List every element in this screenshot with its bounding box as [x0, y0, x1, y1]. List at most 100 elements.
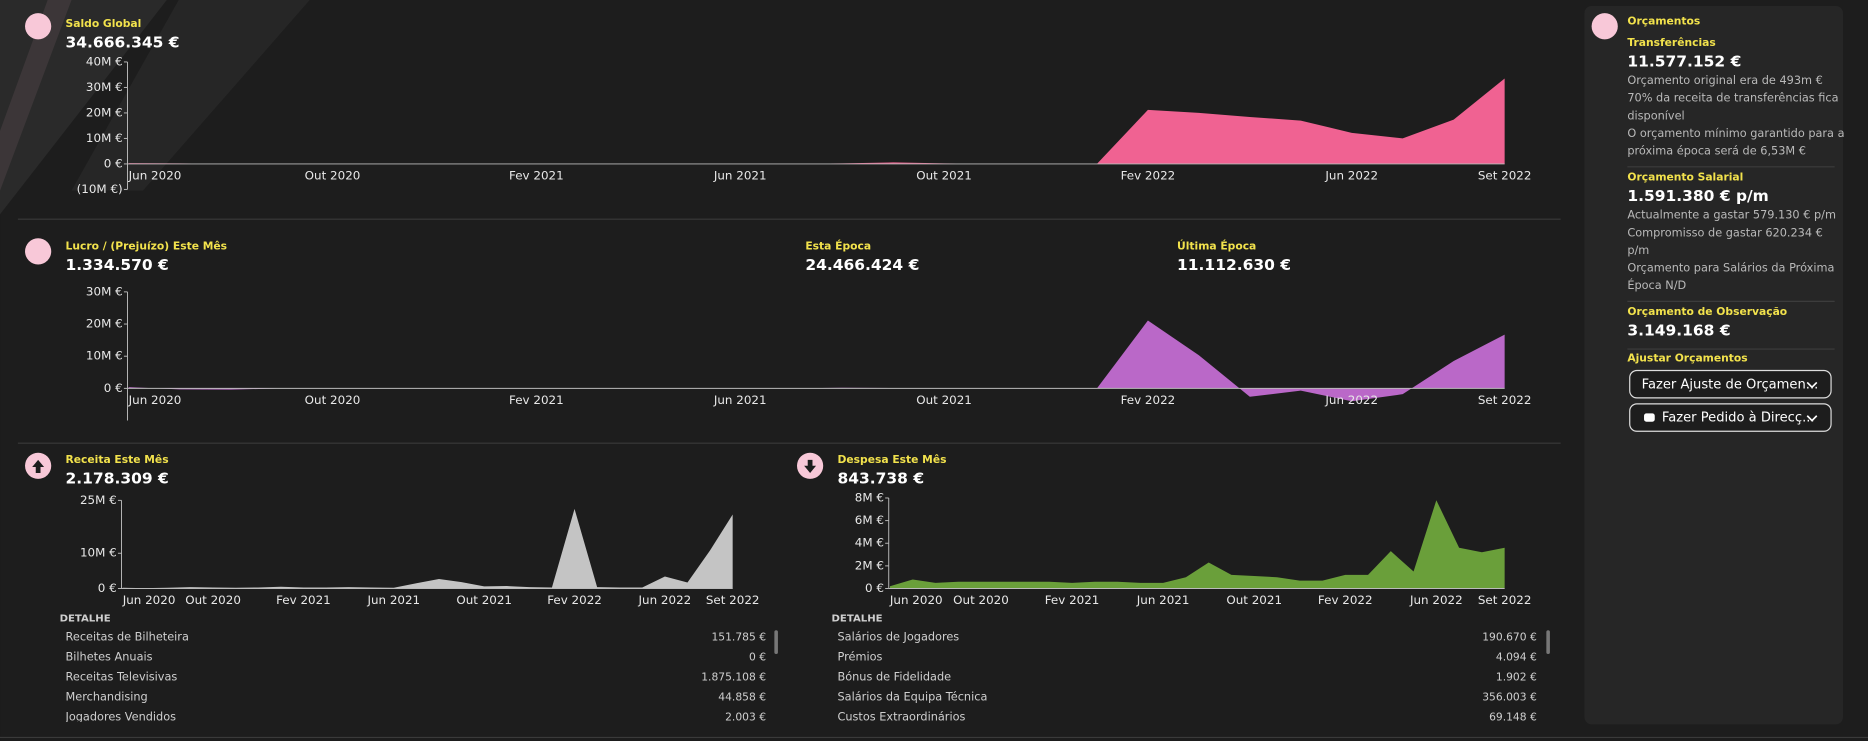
detail-name: Bilhetes Anuais: [66, 650, 153, 663]
x-tick-label: Jun 2021: [1136, 593, 1190, 607]
detail-name: Receitas de Bilheteira: [66, 630, 189, 643]
y-tick-label: 0 €: [104, 156, 123, 170]
button-label[interactable]: Fazer Ajuste de Orçamen...: [1642, 377, 1819, 392]
chart-title: Despesa Este Mês: [838, 453, 947, 466]
x-tick-label: Out 2021: [916, 168, 972, 182]
stat-label: Última Época: [1177, 240, 1256, 253]
x-tick-label: Jun 2021: [713, 393, 767, 407]
section-title: Transferências: [1627, 36, 1715, 49]
chart-value: 1.334.570 €: [66, 256, 169, 274]
x-tick-label: Out 2020: [953, 593, 1009, 607]
x-tick-label: Fev 2021: [509, 168, 564, 182]
detail-name: Receitas Televisivas: [66, 670, 178, 683]
section-note: p/m: [1627, 244, 1649, 257]
chart-title: Receita Este Mês: [66, 453, 169, 466]
detail-name: Custos Extraordinários: [838, 710, 966, 723]
y-tick-label: 2M €: [855, 558, 884, 572]
x-tick-label: Set 2022: [1478, 168, 1532, 182]
section-title: Orçamento de Observação: [1627, 305, 1787, 318]
section-note: próxima época será de 6,53M €: [1627, 145, 1806, 158]
section-note: disponível: [1627, 109, 1684, 122]
scrollbar[interactable]: [1546, 630, 1550, 655]
detail-rows: Receitas de Bilheteira 151.785 € Bilhetes …: [65, 630, 767, 723]
chat-icon: [1644, 413, 1655, 422]
x-tick-label: Jun 2022: [1409, 593, 1463, 607]
chart-value: 34.666.345 €: [66, 33, 180, 51]
detail-value: 69.148 €: [1489, 710, 1537, 723]
sidebar-title: Orçamentos: [1627, 14, 1700, 27]
section-note: Compromisso de gastar 620.234 €: [1627, 226, 1822, 239]
section-note: 70% da receita de transferências fica: [1627, 92, 1838, 105]
section-note: Orçamento original era de 493m €: [1627, 74, 1822, 87]
x-tick-label: Fev 2022: [547, 593, 602, 607]
y-tick-label: 20M €: [86, 317, 123, 331]
detail-title: DETALHE: [60, 613, 111, 624]
icon: [1591, 13, 1618, 40]
x-tick-label: Fev 2022: [1121, 168, 1176, 182]
section-note: O orçamento mínimo garantido para a: [1627, 127, 1844, 140]
icon-arrow: [32, 459, 45, 473]
scrollbar[interactable]: [774, 630, 778, 655]
section-note: Actualmente a gastar 579.130 € p/m: [1627, 209, 1836, 222]
detail-value: 0 €: [749, 650, 766, 663]
section-note: Época N/D: [1627, 279, 1686, 292]
chart-title: Lucro / (Prejuízo) Este Mês: [66, 240, 228, 253]
detail-name: Prémios: [838, 650, 883, 663]
stripe: [71, 0, 310, 191]
x-tick-label: Set 2022: [1478, 593, 1532, 607]
detail-name: Salários de Jogadores: [838, 630, 960, 643]
x-tick-label: Out 2021: [1226, 593, 1282, 607]
section-value: 3.149.168 €: [1627, 322, 1730, 340]
y-tick-label: 0 €: [104, 381, 123, 395]
x-tick-label: Jun 2021: [366, 593, 420, 607]
y-tick-label: (10M €): [77, 182, 123, 196]
detail-name: Jogadores Vendidos: [65, 710, 177, 723]
button[interactable]: [1629, 403, 1832, 432]
x-tick-label: Fev 2022: [1318, 593, 1373, 607]
y-tick-label: 10M €: [86, 349, 123, 363]
y-tick-label: 30M €: [86, 284, 123, 298]
area: [122, 508, 733, 589]
chart-value: 2.178.309 €: [66, 469, 169, 487]
detail-rows: Salários de Jogadores 190.670 € Prémios 4.0…: [838, 630, 1537, 723]
y-tick-label: 4M €: [855, 536, 884, 550]
area: [889, 500, 1505, 589]
detail-name: Salários da Equipa Técnica: [838, 690, 988, 703]
icons: [25, 13, 1618, 479]
detail-title: DETALHE: [832, 613, 883, 624]
y-tick-label: 0 €: [98, 581, 117, 595]
x-tick-label: Out 2020: [305, 393, 361, 407]
button-label[interactable]: Fazer Pedido à Direcç...: [1662, 411, 1815, 426]
detail-value: 2.003 €: [725, 710, 766, 723]
x-tick-label: Jun 2022: [1324, 393, 1378, 407]
sidebar-panel: [1584, 5, 1843, 725]
x-tick-label: Jun 2022: [1324, 168, 1378, 182]
x-tick-label: Jun 2020: [128, 168, 182, 182]
y-tick-label: 30M €: [86, 80, 123, 94]
detail-value: 4.094 €: [1496, 650, 1537, 663]
y-tick-label: 0 €: [865, 581, 884, 595]
chevron: [1806, 415, 1818, 422]
x-tick-label: Out 2020: [185, 593, 241, 607]
detail-value: 356.003 €: [1482, 690, 1537, 703]
y-tick-label: 25M €: [80, 493, 117, 507]
stripe: [0, 0, 72, 191]
x-tick-label: Jun 2020: [889, 593, 943, 607]
section-value: 1.591.380 € p/m: [1627, 187, 1768, 205]
x-tick-label: Fev 2021: [276, 593, 331, 607]
area: [128, 320, 1505, 402]
y-tick-label: 40M €: [86, 54, 123, 68]
x-tick-label: Fev 2022: [1121, 393, 1176, 407]
x-tick-label: Out 2020: [305, 168, 361, 182]
chart-value: 843.738 €: [838, 469, 925, 487]
detail-name: Merchandising: [66, 690, 148, 703]
y-tick-label: 20M €: [86, 105, 123, 119]
x-tick-label: Jun 2020: [128, 393, 182, 407]
y-tick-label: 6M €: [855, 513, 884, 527]
detail-value: 1.902 €: [1496, 670, 1537, 683]
button[interactable]: [1629, 369, 1832, 399]
stat-label: Esta Época: [805, 240, 871, 253]
detail-value: 44.858 €: [718, 690, 766, 703]
